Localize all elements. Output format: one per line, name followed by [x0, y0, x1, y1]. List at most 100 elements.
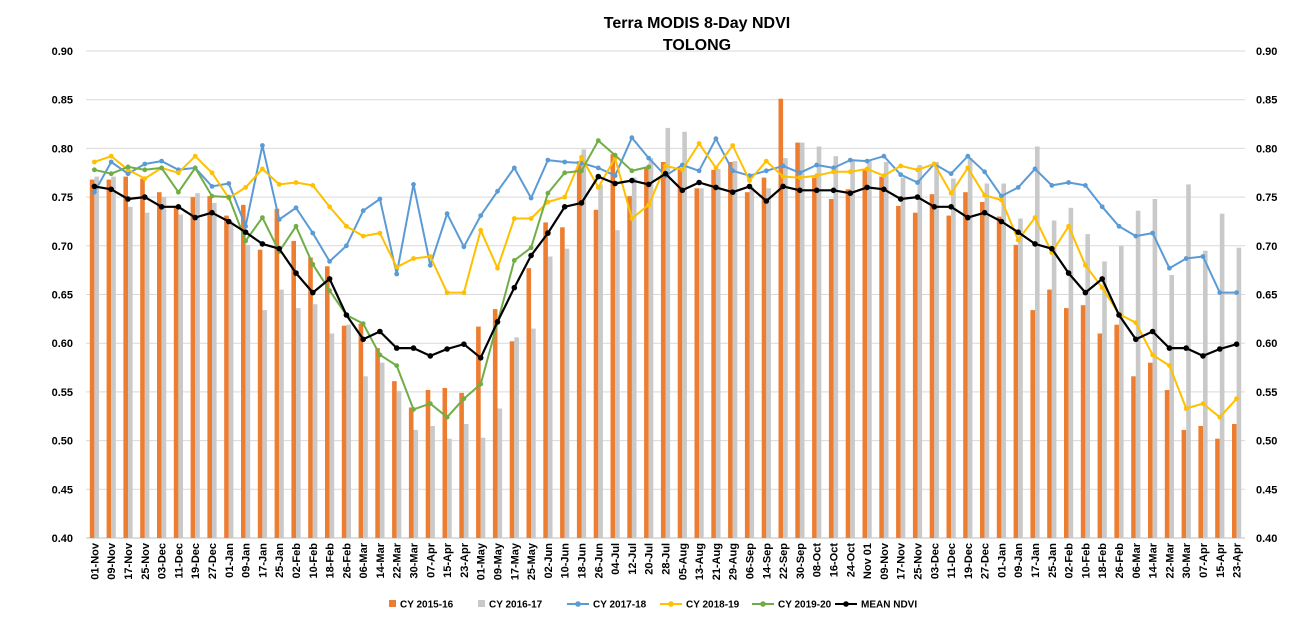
x-axis: 01-Nov 09-Nov 17-Nov 25-Nov 03-Dec 11-Dec 19-D…: [89, 542, 1243, 580]
point-cy-2018-19: [394, 264, 400, 270]
legend-label-cy-2018-19: CY 2018-19: [686, 600, 740, 611]
bar-cy-2015-16: [996, 216, 1002, 538]
x-tick-label: 02-Jun: [543, 543, 555, 579]
x-tick-label: 03-Dec: [929, 543, 941, 579]
point-cy-2018-19: [192, 153, 198, 159]
bar-cy-2015-16: [1148, 362, 1153, 538]
legend-label-cy-2017-18: CY 2017-18: [593, 600, 647, 611]
bar-cy-2016-17: [1186, 184, 1191, 538]
point-cy-2019-20: [360, 321, 366, 327]
bar-cy-2015-16: [1064, 308, 1069, 538]
chart-subtitle: TOLONG: [663, 37, 731, 54]
bar-cy-2016-17: [547, 256, 553, 538]
point-cy-2019-20: [293, 223, 299, 229]
x-tick-label: 07-Apr: [425, 542, 437, 578]
bar-cy-2015-16: [1164, 390, 1170, 538]
x-tick-label: 25-May: [526, 542, 538, 580]
x-tick-label: 07-Apr: [1198, 542, 1210, 578]
point-mean-ndvi: [494, 319, 501, 325]
y-tick-label-left: 0.75: [52, 192, 73, 204]
point-mean-ndvi: [931, 204, 938, 210]
x-tick-label: 06-Sep: [745, 543, 757, 579]
x-tick-label: 05-Aug: [677, 543, 689, 580]
bar-cy-2016-17: [1135, 210, 1141, 538]
point-mean-ndvi: [360, 336, 367, 343]
x-tick-label: 24-Oct: [845, 543, 857, 578]
bar-cy-2015-16: [1181, 429, 1187, 538]
bar-cy-2016-17: [581, 149, 587, 538]
point-mean-ndvi: [696, 179, 702, 186]
x-tick-label: 11-Dec: [173, 543, 185, 578]
bar-cy-2016-17: [346, 324, 351, 538]
y-tick-label-right: 0.45: [1256, 484, 1277, 496]
point-mean-ndvi: [729, 189, 736, 195]
point-mean-ndvi: [1183, 345, 1189, 351]
bar-cy-2015-16: [140, 178, 145, 538]
point-cy-2017-18: [1099, 204, 1105, 210]
point-cy-2018-19: [847, 169, 853, 175]
point-cy-2017-18: [713, 136, 719, 142]
bar-cy-2016-17: [178, 214, 183, 538]
point-cy-2019-20: [226, 194, 232, 200]
bar-cy-2015-16: [224, 215, 229, 538]
point-mean-ndvi: [259, 241, 266, 247]
bar-cy-2016-17: [94, 176, 99, 538]
point-cy-2017-18: [562, 159, 568, 165]
bar-cy-2015-16: [1215, 438, 1220, 538]
bar-cy-2015-16: [560, 227, 565, 539]
point-cy-2018-19: [713, 165, 719, 171]
bar-cy-2015-16: [912, 212, 918, 538]
point-cy-2017-18: [1150, 230, 1155, 236]
bar-cy-2015-16: [576, 161, 582, 538]
point-mean-ndvi: [427, 353, 434, 359]
bar-cy-2016-17: [413, 429, 419, 538]
point-cy-2018-19: [1200, 401, 1206, 406]
point-cy-2018-19: [1083, 262, 1088, 268]
x-tick-label: 12-Jul: [627, 543, 639, 575]
y-tick-label-right: 0.75: [1256, 192, 1277, 204]
x-tick-label: 21-Aug: [711, 543, 723, 580]
legend-label-cy-2016-17: CY 2016-17: [489, 600, 543, 611]
legend-marker-cy-2018-19: [668, 601, 674, 607]
point-cy-2017-18: [1200, 254, 1206, 259]
bar-cy-2016-17: [1035, 146, 1040, 538]
bar-cy-2016-17: [631, 177, 637, 538]
point-cy-2017-18: [344, 243, 349, 249]
x-tick-label: 25-Jan: [1047, 543, 1059, 578]
x-tick-label: 17-Nov: [896, 542, 908, 580]
bar-cy-2016-17: [128, 206, 133, 539]
bar-cy-2016-17: [699, 188, 704, 539]
point-mean-ndvi: [1032, 241, 1038, 247]
point-cy-2019-20: [629, 168, 635, 174]
point-mean-ndvi: [578, 200, 585, 206]
point-mean-ndvi: [1099, 276, 1105, 282]
point-cy-2019-20: [545, 190, 551, 196]
point-cy-2017-18: [948, 171, 954, 177]
x-tick-label: 20-Jul: [644, 543, 656, 575]
point-mean-ndvi: [1166, 345, 1173, 351]
x-tick-label: 15-Apr: [442, 542, 454, 578]
bar-cy-2016-17: [396, 390, 402, 538]
bar-series-group: [89, 98, 1242, 539]
point-mean-ndvi: [142, 194, 148, 200]
x-tick-label: 18-Feb: [325, 543, 337, 579]
point-cy-2017-18: [797, 170, 803, 176]
y-tick-label-left: 0.85: [52, 95, 73, 107]
point-cy-2018-19: [444, 290, 450, 295]
bar-cy-2016-17: [296, 308, 301, 538]
point-cy-2017-18: [276, 217, 282, 222]
bar-cy-2016-17: [732, 161, 738, 538]
point-cy-2017-18: [461, 244, 467, 250]
bar-cy-2016-17: [648, 158, 654, 538]
bar-cy-2015-16: [173, 205, 179, 538]
point-cy-2017-18: [511, 165, 517, 171]
bar-cy-2015-16: [946, 215, 952, 538]
bar-cy-2016-17: [1236, 247, 1242, 538]
bar-cy-2016-17: [615, 230, 620, 538]
point-cy-2019-20: [260, 215, 265, 221]
point-mean-ndvi: [763, 198, 770, 204]
bar-cy-2015-16: [644, 167, 649, 538]
bar-cy-2015-16: [392, 381, 397, 538]
bar-cy-2016-17: [111, 176, 116, 538]
